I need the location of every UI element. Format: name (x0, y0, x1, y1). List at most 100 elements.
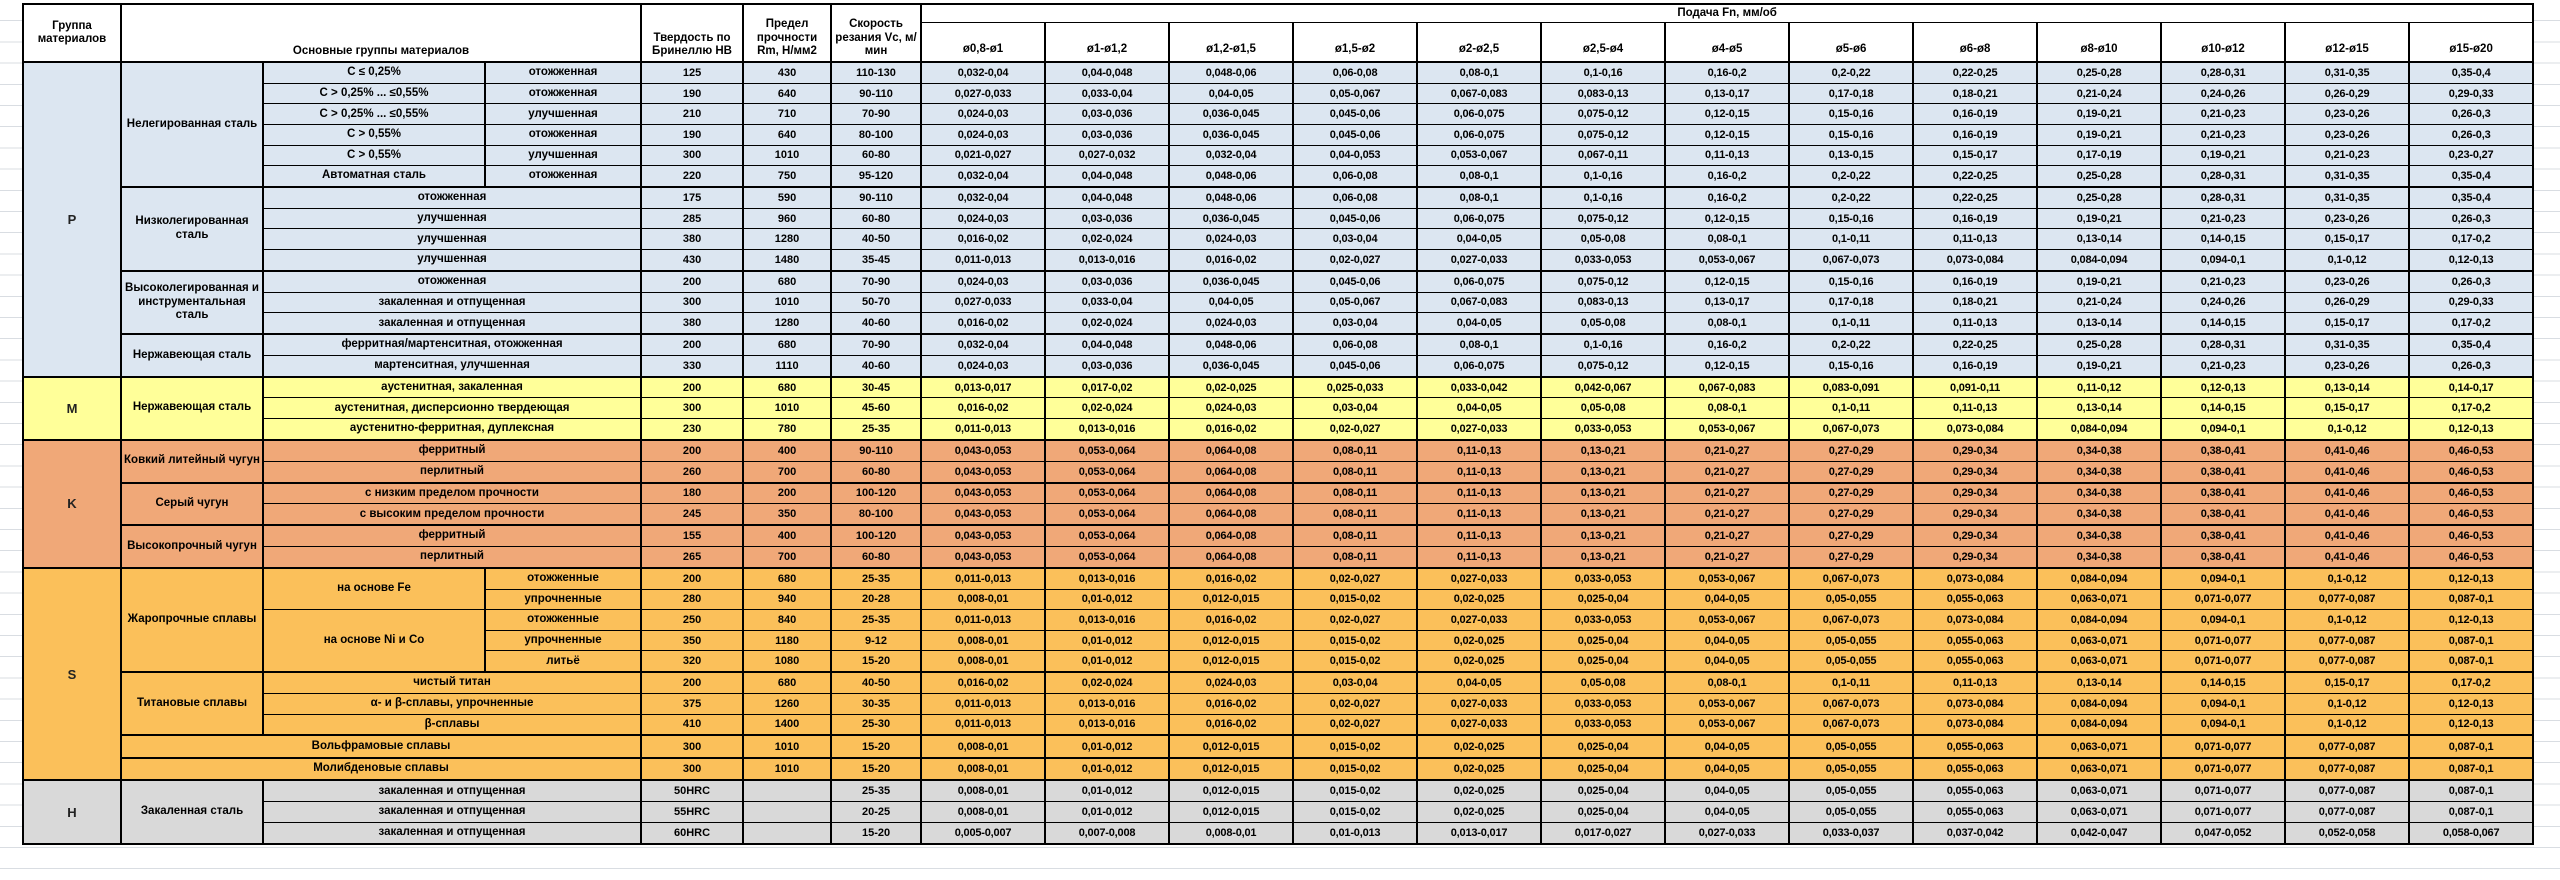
speed-cell: 100-120 (830, 524, 923, 547)
feed-value-cell: 0,46-0,53 (2408, 460, 2535, 484)
feed-value-cell: 0,13-0,21 (1540, 438, 1667, 462)
feed-value-cell: 0,01-0,012 (1044, 650, 1171, 673)
feed-value-cell: 0,41-0,46 (2284, 524, 2411, 547)
strength-cell: 700 (742, 545, 833, 569)
feed-value-cell: 0,38-0,41 (2160, 524, 2287, 547)
material-variant-cell: аустенитная, закаленная (261, 375, 643, 399)
material-variant-cell: литьё (483, 650, 643, 673)
hardness-cell: 320 (640, 650, 745, 673)
feed-value-cell: 0,024-0,03 (1168, 312, 1295, 335)
material-variant-cell: C > 0,25% ... ≤0,55% (262, 103, 486, 125)
feed-value-cell: 0,1-0,12 (2284, 566, 2411, 590)
speed-cell: 20-28 (830, 588, 923, 611)
feed-value-cell: 0,03-0,036 (1044, 269, 1171, 293)
feed-value-cell: 0,05-0,055 (1788, 588, 1915, 611)
feed-value-cell: 0,05-0,08 (1540, 312, 1667, 335)
material-variant-cell: улучшенная (483, 144, 643, 167)
material-variant-cell: аустенитная, дисперсионно твердеющая (261, 397, 643, 420)
feed-value-cell: 0,032-0,04 (920, 333, 1047, 356)
strength-cell: 400 (742, 524, 833, 547)
feed-value-cell: 0,067-0,073 (1788, 713, 1915, 736)
feed-value-cell: 0,077-0,087 (2284, 756, 2411, 781)
material-variant-cell: C > 0,55% (262, 144, 486, 167)
feed-value-cell: 0,29-0,34 (1912, 460, 2039, 484)
feed-value-cell: 0,015-0,02 (1292, 801, 1419, 823)
feed-value-cell: 0,34-0,38 (2036, 545, 2163, 569)
feed-value-cell: 0,21-0,23 (2160, 124, 2287, 146)
feed-value-cell: 0,087-0,1 (2408, 629, 2535, 652)
feed-value-cell: 0,04-0,048 (1044, 185, 1171, 209)
speed-cell: 100-120 (830, 481, 923, 505)
material-variant-cell: перлитный (261, 460, 643, 484)
feed-value-cell: 0,016-0,02 (1168, 566, 1295, 590)
feed-value-cell: 0,047-0,052 (2160, 821, 2287, 845)
feed-value-cell: 0,21-0,27 (1664, 438, 1791, 462)
feed-value-cell: 0,28-0,31 (2160, 165, 2287, 188)
feed-value-cell: 0,064-0,08 (1168, 545, 1295, 569)
feed-value-cell: 0,077-0,087 (2284, 779, 2411, 803)
strength-cell (742, 821, 833, 845)
feed-value-cell: 0,084-0,094 (2036, 609, 2163, 631)
feed-value-cell: 0,073-0,084 (1912, 418, 2039, 441)
table-header: Группа материалов Основные группы матери… (22, 3, 2535, 63)
strength-cell: 1080 (742, 650, 833, 673)
diameter-column-header: ø10-ø12 (2160, 21, 2287, 63)
material-variant-cell: улучшенная (261, 248, 643, 272)
feed-value-cell: 0,08-0,11 (1292, 524, 1419, 547)
feed-value-cell: 0,11-0,13 (1664, 144, 1791, 167)
feed-value-cell: 0,02-0,027 (1292, 692, 1419, 715)
feed-value-cell: 0,04-0,05 (1664, 650, 1791, 673)
feed-value-cell: 0,27-0,29 (1788, 460, 1915, 484)
feed-value-cell: 0,033-0,042 (1416, 375, 1543, 399)
hardness-cell: 155 (640, 524, 745, 547)
feed-value-cell: 0,13-0,17 (1664, 291, 1791, 314)
feed-value-cell: 0,12-0,15 (1664, 354, 1791, 378)
feed-value-cell: 0,013-0,016 (1044, 566, 1171, 590)
feed-value-cell: 0,063-0,071 (2036, 779, 2163, 803)
feed-value-cell: 0,27-0,29 (1788, 438, 1915, 462)
feed-value-cell: 0,016-0,02 (920, 312, 1047, 335)
column-header-feed: Подача Fn, мм/об (920, 3, 2535, 23)
feed-value-cell: 0,08-0,1 (1664, 671, 1791, 694)
feed-value-cell: 0,34-0,38 (2036, 524, 2163, 547)
feed-value-cell: 0,075-0,12 (1540, 354, 1667, 378)
feed-value-cell: 0,08-0,1 (1416, 185, 1543, 209)
strength-cell: 680 (742, 566, 833, 590)
feed-value-cell: 0,46-0,53 (2408, 545, 2535, 569)
feed-value-cell: 0,071-0,077 (2160, 734, 2287, 759)
feed-value-cell: 0,013-0,016 (1044, 692, 1171, 715)
group-letter-cell: H (22, 779, 122, 845)
feed-value-cell: 0,11-0,13 (1912, 312, 2039, 335)
feed-value-cell: 0,04-0,05 (1416, 397, 1543, 420)
feed-value-cell: 0,12-0,13 (2408, 713, 2535, 736)
feed-value-cell: 0,025-0,04 (1540, 801, 1667, 823)
feed-value-cell: 0,055-0,063 (1912, 734, 2039, 759)
feed-value-cell: 0,055-0,063 (1912, 756, 2039, 781)
hardness-cell: 375 (640, 692, 745, 715)
table-body: P Нелегированная сталь C ≤ 0,25% отожженная… (22, 60, 2535, 845)
material-variant-cell: ферритный (261, 438, 643, 462)
feed-value-cell: 0,071-0,077 (2160, 629, 2287, 652)
feed-value-cell: 0,064-0,08 (1168, 438, 1295, 462)
diameter-column-header: ø2,5-ø4 (1540, 21, 1667, 63)
feed-value-cell: 0,05-0,055 (1788, 801, 1915, 823)
feed-value-cell: 0,033-0,053 (1540, 418, 1667, 441)
feed-value-cell: 0,037-0,042 (1912, 821, 2039, 845)
feed-value-cell: 0,087-0,1 (2408, 734, 2535, 759)
feed-value-cell: 0,05-0,08 (1540, 397, 1667, 420)
feed-value-cell: 0,04-0,05 (1664, 734, 1791, 759)
feed-value-cell: 0,04-0,048 (1044, 165, 1171, 188)
feed-value-cell: 0,03-0,036 (1044, 124, 1171, 146)
feed-value-cell: 0,23-0,26 (2284, 207, 2411, 230)
feed-value-cell: 0,1-0,11 (1788, 397, 1915, 420)
feed-value-cell: 0,46-0,53 (2408, 503, 2535, 526)
feed-value-cell: 0,02-0,024 (1044, 671, 1171, 694)
feed-value-cell: 0,21-0,24 (2036, 291, 2163, 314)
feed-value-cell: 0,17-0,2 (2408, 312, 2535, 335)
strength-cell: 1280 (742, 312, 833, 335)
hardness-cell: 200 (640, 671, 745, 694)
feed-value-cell: 0,024-0,03 (920, 207, 1047, 230)
feed-value-cell: 0,033-0,053 (1540, 692, 1667, 715)
diameter-column-header: ø1-ø1,2 (1044, 21, 1171, 63)
feed-value-cell: 0,03-0,036 (1044, 207, 1171, 230)
